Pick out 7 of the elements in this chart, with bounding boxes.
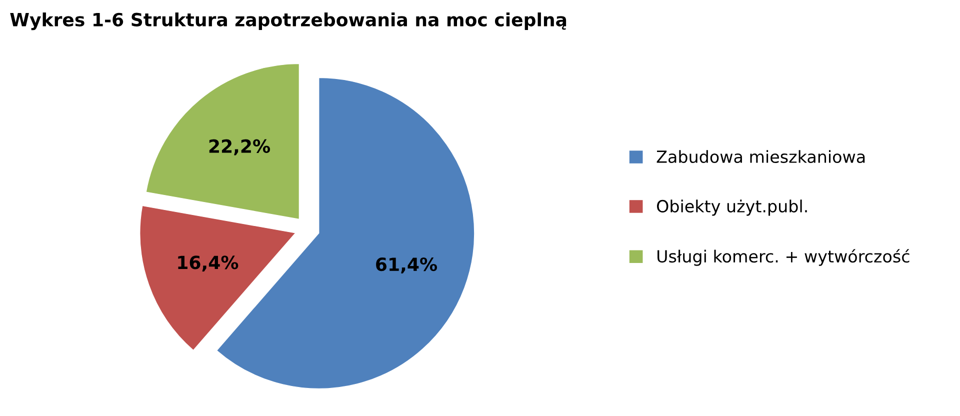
data-label: 61,4%: [376, 257, 438, 274]
legend-label: Usługi komerc. + wytwórczość: [658, 249, 910, 266]
data-label: 22,2%: [209, 139, 270, 156]
legend-label: Obiekty użyt.publ.: [657, 200, 807, 216]
legend-label: Zabudowa mieszkaniowa: [656, 150, 865, 164]
chart-title: Wykres 1-6 Struktura zapotrzebowania na moc cieplną: [10, 12, 566, 30]
data-label: 16,4%: [178, 256, 238, 272]
